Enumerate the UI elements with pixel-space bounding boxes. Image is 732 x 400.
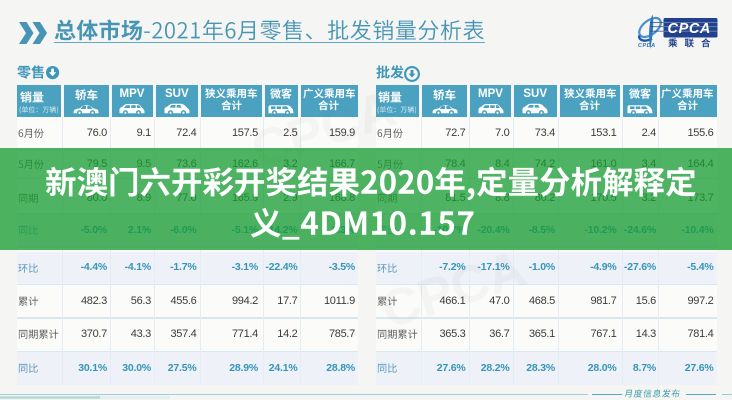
svg-text:CPDA: CPDA — [638, 43, 656, 49]
svg-text:CPCA: CPCA — [668, 21, 712, 37]
